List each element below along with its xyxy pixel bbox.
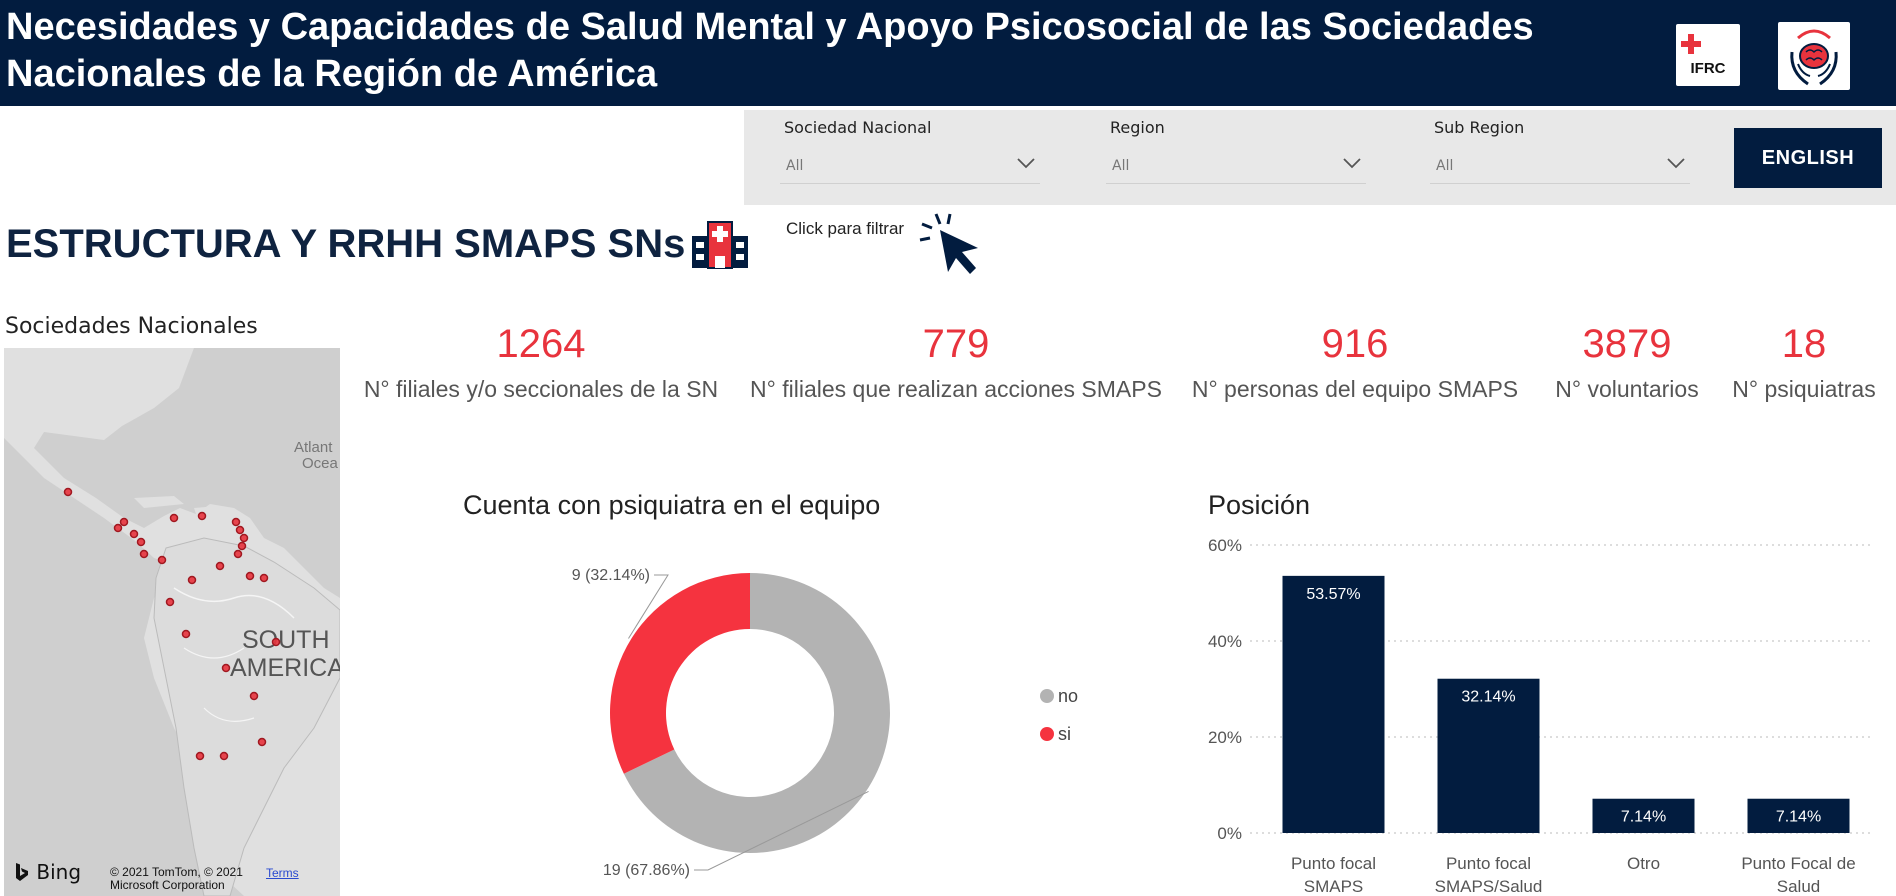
hospital-icon bbox=[692, 221, 748, 269]
kpi-label: N° psiquiatras bbox=[1732, 376, 1876, 402]
red-cross-crescent-icon bbox=[1681, 32, 1720, 56]
sociedad-nacional-dropdown[interactable]: All bbox=[780, 146, 1040, 184]
click-to-filter-hint: Click para filtrar bbox=[786, 219, 905, 238]
dropdown-value: All bbox=[786, 158, 804, 174]
region-dropdown[interactable]: All bbox=[1106, 146, 1366, 184]
bar-data-label: 32.14% bbox=[1461, 689, 1515, 706]
mental-health-logo bbox=[1778, 22, 1850, 90]
kpi-filiales: 1264 N° filiales y/o seccionales de la S… bbox=[356, 318, 726, 404]
donut-leader-line bbox=[694, 791, 869, 871]
kpi-value: 779 bbox=[922, 322, 990, 366]
sub-region-dropdown[interactable]: All bbox=[1430, 146, 1690, 184]
map-copyright: © 2021 TomTom, © 2021 Microsoft Corporat… bbox=[110, 865, 243, 892]
legend-marker bbox=[1040, 727, 1054, 741]
donut-data-label: 9 (32.14%) bbox=[572, 567, 650, 584]
map-visual[interactable]: Atlant Ocea SOUTH AMERICA bbox=[4, 348, 340, 896]
x-category-label: Punto focal bbox=[1446, 854, 1531, 873]
x-category-label: SMAPS bbox=[1304, 877, 1364, 896]
bar[interactable] bbox=[1437, 678, 1540, 833]
donut-slice-si[interactable] bbox=[610, 573, 750, 774]
donut-data-label: 19 (67.86%) bbox=[603, 862, 690, 879]
chevron-down-icon bbox=[1017, 158, 1035, 169]
map-terms-link[interactable]: Terms bbox=[266, 866, 299, 880]
dropdown-value: All bbox=[1436, 158, 1454, 174]
kpi-label: N° personas del equipo SMAPS bbox=[1191, 376, 1519, 402]
ifrc-logo-text: IFRC bbox=[1690, 60, 1726, 77]
map-label: Sociedades Nacionales bbox=[5, 314, 258, 339]
filter-panel: Sociedad Nacional All Region All Sub Reg… bbox=[744, 110, 1896, 205]
chevron-down-icon bbox=[1343, 158, 1361, 169]
x-category-label: Otro bbox=[1627, 854, 1660, 873]
kpi-psiquiatras: 18 N° psiquiatras bbox=[1720, 318, 1888, 404]
kpi-value: 916 bbox=[1321, 322, 1389, 366]
x-category-label: Salud bbox=[1777, 877, 1820, 896]
svg-text:Ocea: Ocea bbox=[302, 455, 339, 472]
bar-data-label: 7.14% bbox=[1621, 809, 1666, 826]
legend-label: no bbox=[1058, 686, 1079, 706]
kpi-label: N° voluntarios bbox=[1555, 376, 1699, 402]
map-points[interactable] bbox=[63, 487, 281, 761]
ocean-label: Atlant bbox=[294, 439, 333, 456]
kpi-personas-equipo: 916 N° personas del equipo SMAPS bbox=[1182, 318, 1528, 404]
section-title: ESTRUCTURA Y RRHH SMAPS SNs bbox=[6, 222, 686, 266]
y-tick-label: 20% bbox=[1208, 728, 1242, 747]
legend-item-si[interactable]: si bbox=[1040, 724, 1071, 745]
page-title: Necesidades y Capacidades de Salud Menta… bbox=[6, 6, 1534, 95]
kpi-label: N° filiales que realizan acciones SMAPS bbox=[750, 376, 1162, 402]
english-language-button[interactable]: ENGLISH bbox=[1734, 128, 1882, 188]
legend-item-no[interactable]: no bbox=[1040, 686, 1078, 707]
bar-chart[interactable]: 0% 20% 40% 60% 53.57% Punto focal SMAPS 32.14% P… bbox=[1200, 525, 1896, 896]
x-category-label: SMAPS/Salud bbox=[1435, 877, 1543, 896]
dropdown-value: All bbox=[1112, 158, 1130, 174]
kpi-value: 18 bbox=[1781, 322, 1827, 366]
x-category-label: Punto Focal de bbox=[1741, 854, 1855, 873]
ifrc-logo: IFRC bbox=[1676, 24, 1740, 86]
kpi-voluntarios: 3879 N° voluntarios bbox=[1540, 318, 1714, 404]
bar-data-label: 7.14% bbox=[1776, 809, 1821, 826]
brain-hands-icon bbox=[1790, 29, 1838, 86]
filter-label: Sociedad Nacional bbox=[784, 118, 932, 137]
bar[interactable] bbox=[1282, 575, 1385, 833]
donut-chart[interactable]: 19 (67.86%) 9 (32.14%) bbox=[550, 560, 950, 896]
kpi-filiales-smaps: 779 N° filiales que realizan acciones SM… bbox=[736, 318, 1176, 404]
bar[interactable] bbox=[1747, 798, 1850, 833]
kpi-value: 3879 bbox=[1582, 322, 1672, 366]
header-bar: Necesidades y Capacidades de Salud Menta… bbox=[0, 0, 1896, 106]
map-canvas: Atlant Ocea SOUTH AMERICA bbox=[4, 348, 340, 896]
bar-chart-title: Posición bbox=[1208, 490, 1311, 520]
y-tick-label: 40% bbox=[1208, 632, 1242, 651]
kpi-value: 1264 bbox=[496, 322, 586, 366]
y-tick-label: 60% bbox=[1208, 536, 1242, 555]
bar[interactable] bbox=[1592, 798, 1695, 833]
bing-logo: Bing bbox=[14, 860, 81, 884]
donut-slice-no[interactable] bbox=[623, 573, 890, 853]
donut-leader-line bbox=[628, 574, 669, 639]
kpi-label: N° filiales y/o seccionales de la SN bbox=[363, 376, 719, 402]
bing-text: Bing bbox=[36, 860, 82, 884]
bar-data-label: 53.57% bbox=[1306, 586, 1360, 603]
bing-icon bbox=[16, 863, 28, 881]
filter-label: Region bbox=[1110, 118, 1165, 137]
y-tick-label: 0% bbox=[1217, 824, 1242, 843]
chevron-down-icon bbox=[1667, 158, 1685, 169]
x-category-label: Punto focal bbox=[1291, 854, 1376, 873]
cursor-click-icon bbox=[919, 213, 978, 274]
legend-marker bbox=[1040, 689, 1054, 703]
continent-label: SOUTH bbox=[242, 626, 330, 654]
donut-chart-title: Cuenta con psiquiatra en el equipo bbox=[463, 490, 881, 520]
legend-label: si bbox=[1058, 724, 1071, 744]
filter-label: Sub Region bbox=[1434, 118, 1525, 137]
svg-text:AMERICA: AMERICA bbox=[230, 654, 340, 682]
